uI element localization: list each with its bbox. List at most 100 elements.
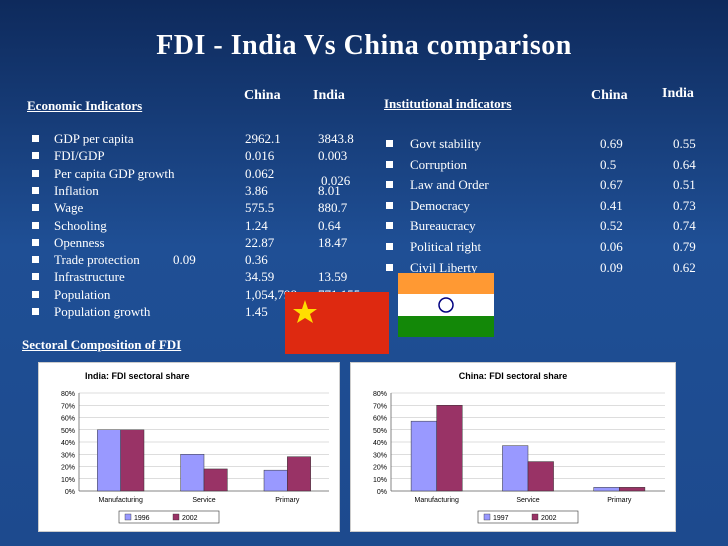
india-flag-green xyxy=(398,316,494,337)
bullet-icon xyxy=(32,186,39,194)
chart-title: India: FDI sectoral share xyxy=(85,371,190,381)
bar-1997-primary xyxy=(593,487,620,492)
bullet-icon xyxy=(386,160,393,168)
economic-row-label: Population growth xyxy=(54,304,151,319)
x-tick-label: Manufacturing xyxy=(98,497,142,504)
bullet-icon xyxy=(32,308,39,315)
economic-row-china: 575.5 xyxy=(245,200,275,216)
bar-2002-manufacturing xyxy=(120,429,145,492)
bullet-icon xyxy=(386,201,393,209)
institutional-row-india: 0.62 xyxy=(673,259,696,275)
economic-india-header: India xyxy=(313,88,345,103)
economic-row-label: Population xyxy=(54,286,111,302)
economic-row-label: FDI/GDP xyxy=(54,148,105,164)
y-tick-label: 10% xyxy=(373,477,387,484)
economic-row-label: Inflation xyxy=(54,182,99,198)
bar-2002-primary xyxy=(287,456,311,492)
bar-2002-service xyxy=(527,461,554,492)
institutional-row-label: Political right xyxy=(410,239,482,254)
bullet-icon xyxy=(32,135,39,142)
china-flag-field xyxy=(285,292,389,354)
institutional-row-china: 0.52 xyxy=(600,218,623,234)
institutional-row-label: Govt stability xyxy=(410,136,482,151)
bullet-icon xyxy=(32,290,39,298)
y-tick-label: 80% xyxy=(61,391,75,398)
bullet-icon xyxy=(386,222,393,230)
y-tick-label: 70% xyxy=(61,403,75,410)
institutional-china-header: China xyxy=(591,88,628,103)
institutional-india-header: India xyxy=(662,86,694,101)
economic-row-label: Infrastructure xyxy=(54,269,125,285)
institutional-row-india: 0.64 xyxy=(673,156,696,172)
economic-row-china: 1,054,798 xyxy=(245,286,297,302)
china-flag xyxy=(285,292,389,354)
bar-2002-service xyxy=(203,468,228,492)
bullet-icon xyxy=(32,169,39,177)
bullet-icon xyxy=(32,204,39,212)
bar-2002-manufacturing xyxy=(436,405,463,492)
chart-legend xyxy=(118,510,220,524)
bullet-icon xyxy=(32,221,39,229)
economic-row-china: 34.59 xyxy=(245,269,275,285)
institutional-row-label: Corruption xyxy=(410,156,468,172)
y-tick-label: 60% xyxy=(373,416,387,423)
economic-row-label: Per capita GDP growth xyxy=(54,165,175,181)
legend-label: 1997 xyxy=(493,515,509,522)
economic-row-china: 0.016 xyxy=(245,148,275,164)
legend-label: 1996 xyxy=(134,515,150,522)
legend-swatch xyxy=(172,513,180,521)
institutional-header: Institutional indicators xyxy=(384,96,512,111)
chart-title: China: FDI sectoral share xyxy=(459,371,568,381)
institutional-row-label: Bureaucracy xyxy=(410,218,476,234)
institutional-row-india: 0.55 xyxy=(673,136,696,151)
bullet-icon xyxy=(32,256,39,264)
bullet-icon xyxy=(386,181,393,189)
economic-row-india: 880.7 xyxy=(318,200,348,216)
y-tick-label: 30% xyxy=(61,452,75,459)
china-flag-star xyxy=(293,300,317,323)
sectoral-header: Sectoral Composition of FDI xyxy=(22,337,182,352)
bar-1997-service xyxy=(502,445,529,492)
economic-row-china: 1.45 xyxy=(245,304,268,319)
bar-1996-service xyxy=(180,454,205,492)
economic-row-india: 8.01 xyxy=(318,182,341,198)
y-tick-label: 40% xyxy=(373,440,387,447)
x-tick-label: Primary xyxy=(275,497,300,504)
bullet-icon xyxy=(32,273,39,281)
institutional-row-india: 0.51 xyxy=(673,177,696,193)
bar-1996-manufacturing xyxy=(97,429,121,492)
economic-row-india: 18.47 xyxy=(318,234,348,250)
institutional-row-label: Democracy xyxy=(410,197,470,213)
india-flag-saffron xyxy=(398,273,494,294)
y-tick-label: 50% xyxy=(61,428,75,435)
bullet-icon xyxy=(386,263,393,271)
y-tick-label: 30% xyxy=(373,452,387,459)
y-tick-label: 60% xyxy=(61,416,75,423)
x-tick-label: Primary xyxy=(607,497,632,504)
legend-swatch xyxy=(483,513,491,521)
india-flag-white xyxy=(398,294,494,316)
economic-row-extra: 0.09 xyxy=(173,252,196,268)
economic-row-india: 3843.8 xyxy=(318,131,354,146)
bullet-icon xyxy=(32,238,39,246)
economic-row-china: 2962.1 xyxy=(245,131,281,146)
bullet-icon xyxy=(386,140,393,147)
x-tick-label: Manufacturing xyxy=(414,497,458,504)
bullet-icon xyxy=(386,243,393,250)
x-tick-label: Service xyxy=(192,497,215,504)
institutional-row-china: 0.5 xyxy=(600,156,617,172)
economic-row-label: Schooling xyxy=(54,217,107,233)
economic-row-china: 0.36 xyxy=(245,252,268,268)
legend-label: 2002 xyxy=(182,515,198,522)
economic-row-china: 1.24 xyxy=(245,217,268,233)
y-tick-label: 50% xyxy=(373,428,387,435)
y-tick-label: 40% xyxy=(61,440,75,447)
economic-row-india: 0.64 xyxy=(318,217,341,233)
institutional-row-label: Law and Order xyxy=(410,177,489,193)
institutional-row-china: 0.06 xyxy=(600,239,623,254)
institutional-row-label: Civil Liberty xyxy=(410,259,478,275)
economic-row-india: 0.026 xyxy=(321,172,351,188)
y-tick-label: 70% xyxy=(373,403,387,410)
y-tick-label: 0% xyxy=(377,489,387,496)
chart-legend xyxy=(477,510,579,524)
